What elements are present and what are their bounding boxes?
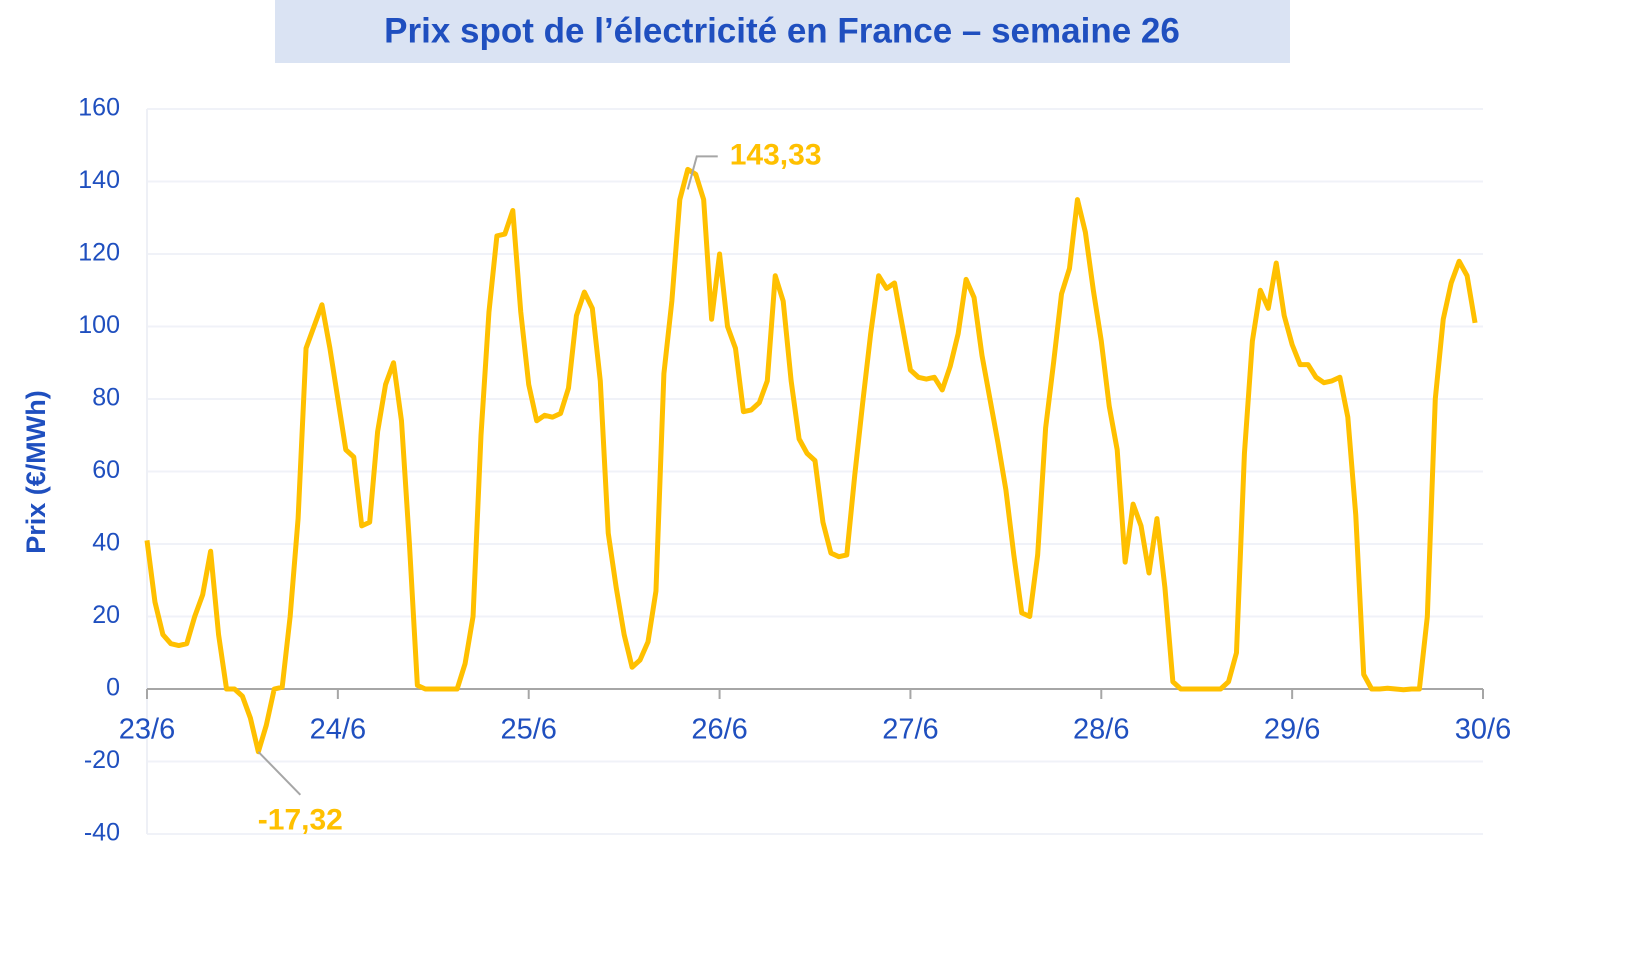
annotation-leader (686, 155, 718, 190)
title-box (275, 0, 1290, 63)
x-tick-label: 25/6 (500, 714, 556, 746)
y-tick-label: 20 (92, 601, 120, 629)
y-tick-label: -20 (84, 746, 120, 774)
chart-title: Prix spot de l’électricité en France – s… (384, 11, 1180, 50)
y-tick-label: 100 (78, 311, 120, 339)
annotation-leader (257, 751, 302, 796)
x-tick-label: 24/6 (310, 714, 366, 746)
y-tick-label: 0 (106, 674, 120, 702)
y-tick-label: 60 (92, 456, 120, 484)
x-tick-label: 29/6 (1264, 714, 1320, 746)
annotation: -17,32 (258, 804, 343, 837)
y-tick-label: 40 (92, 529, 120, 557)
y-axis-label: Prix (€/MWh) (21, 390, 51, 554)
x-tick-label: 30/6 (1455, 714, 1511, 746)
y-tick-label: -40 (84, 819, 120, 847)
y-tick-label: 160 (78, 94, 120, 122)
x-tick-label: 23/6 (119, 714, 175, 746)
y-tick-label: 80 (92, 384, 120, 412)
price-line (144, 166, 1478, 755)
x-tick-label: 27/6 (882, 714, 938, 746)
x-tick-label: 28/6 (1073, 714, 1129, 746)
x-tick-label: 26/6 (691, 714, 747, 746)
annotation: 143,33 (730, 138, 822, 171)
y-tick-label: 120 (78, 239, 120, 267)
y-tick-label: 140 (78, 166, 120, 194)
